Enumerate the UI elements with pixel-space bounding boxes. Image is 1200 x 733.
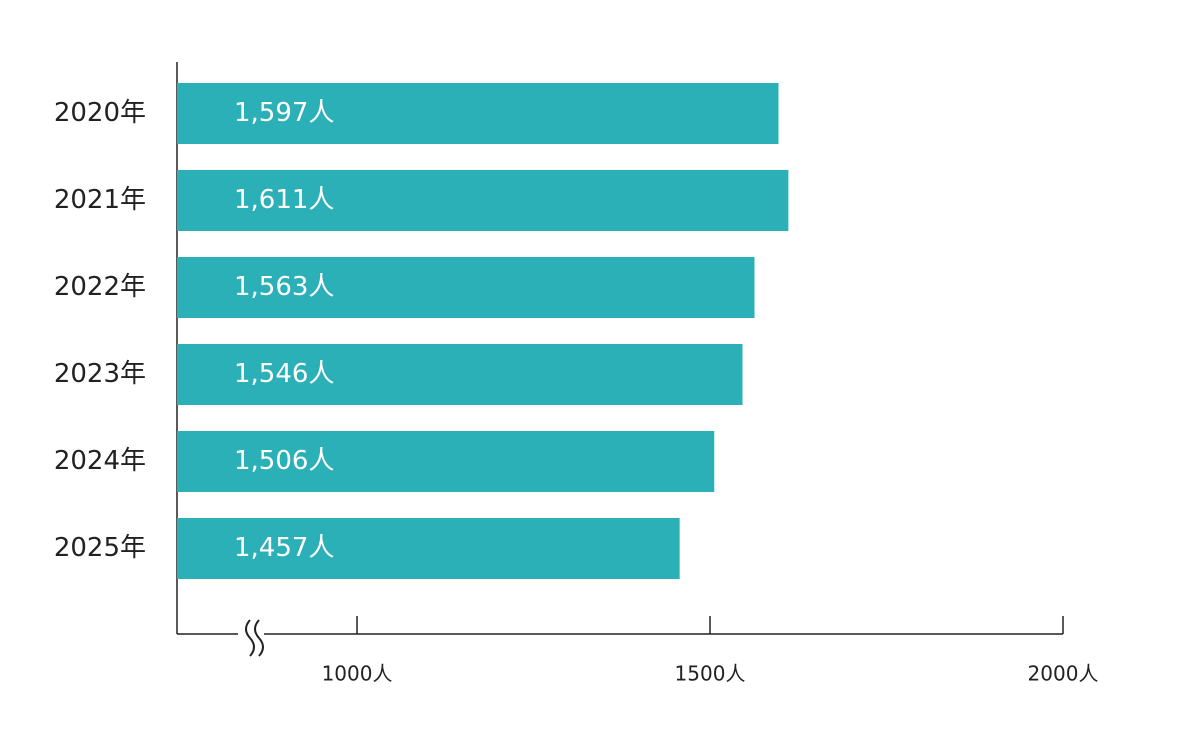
y-tick-label: 2023年: [54, 359, 146, 389]
x-tick-label: 1500人: [675, 662, 746, 686]
value-label: 1,457人: [234, 533, 334, 563]
axis-break: [254, 619, 264, 657]
value-label: 1,546人: [234, 359, 334, 389]
y-tick-label: 2025年: [54, 533, 146, 563]
bar: [177, 431, 715, 492]
bar: [177, 344, 743, 405]
x-tick-label: 1000人: [322, 662, 393, 686]
bar: [177, 83, 779, 144]
value-label: 1,506人: [234, 446, 334, 476]
y-tick-label: 2020年: [54, 98, 146, 128]
value-label: 1,611人: [234, 185, 334, 215]
y-tick-label: 2021年: [54, 185, 146, 215]
value-label: 1,563人: [234, 272, 334, 302]
value-label: 1,597人: [234, 98, 334, 128]
x-tick-label: 2000人: [1028, 662, 1099, 686]
axis-break: [245, 619, 255, 657]
y-tick-label: 2024年: [54, 446, 146, 476]
bar: [177, 170, 789, 231]
bar: [177, 257, 755, 318]
y-tick-label: 2022年: [54, 272, 146, 302]
bar: [177, 518, 680, 579]
